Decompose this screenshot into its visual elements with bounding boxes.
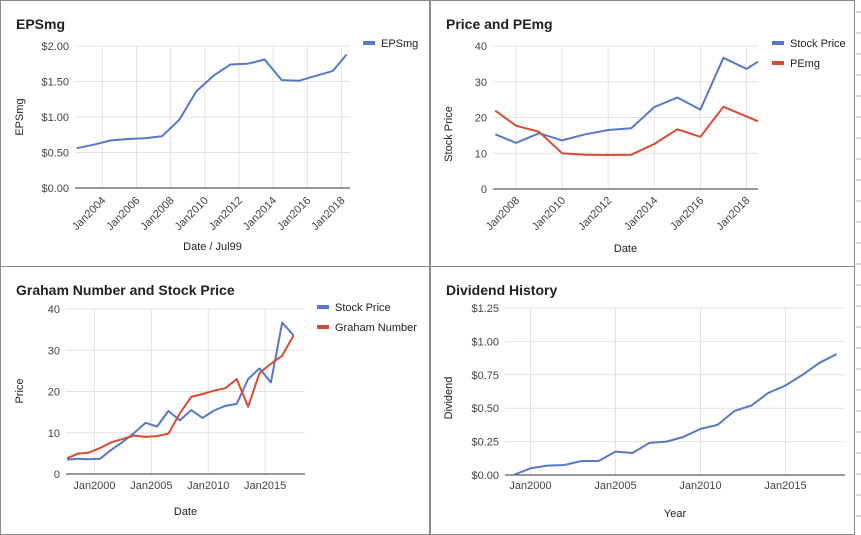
price-pemg-chart-panel: Price and PEmg 0 10 20 30 40 Jan2008 Jan2010 Jan…	[430, 0, 855, 267]
legend-entry: PEmg	[790, 58, 820, 70]
x-tick-label: Jan2016	[668, 195, 706, 233]
y-tick-label: 20	[475, 113, 487, 125]
x-tick-label: Jan2010	[173, 195, 211, 233]
y-tick-label: $0.00	[41, 183, 69, 195]
x-tick-label: Jan2010	[187, 480, 229, 492]
legend-entry: EPSmg	[381, 38, 418, 50]
y-tick-label: $0.75	[471, 370, 499, 382]
x-tick-label: Jan2000	[73, 480, 115, 492]
y-tick-label: $0.25	[471, 437, 499, 449]
x-axis-label: Date	[614, 243, 637, 255]
chart-title: Graham Number and Stock Price	[16, 282, 235, 298]
legend-swatch	[772, 41, 784, 45]
y-axis-label: Stock Price	[443, 106, 455, 162]
x-tick-label: Jan2008	[484, 195, 522, 233]
x-tick-label: Jan2006	[104, 195, 142, 233]
x-tick-label: Jan2004	[70, 195, 108, 233]
x-tick-label: Jan2015	[244, 480, 286, 492]
series-line-stock-price	[494, 56, 759, 144]
x-tick-label: Jan2008	[138, 195, 176, 233]
y-tick-label: $2.00	[41, 41, 69, 53]
legend-entry: Stock Price	[790, 38, 846, 50]
x-axis-label: Year	[664, 508, 687, 520]
dividend-history-chart-panel: Dividend History $0.00 $0.25 $0.50 $0.75 $1.0…	[430, 266, 855, 535]
y-tick-label: $1.50	[41, 77, 69, 89]
y-tick-label: 30	[48, 345, 60, 357]
y-tick-label: $1.25	[471, 303, 499, 315]
series-line-stock-price	[67, 321, 295, 461]
legend-swatch	[363, 41, 375, 45]
dividend-history-chart: Dividend History $0.00 $0.25 $0.50 $0.75 $1.0…	[443, 282, 845, 520]
graham-number-chart: Graham Number and Stock Price 0 10 20 30 40 Ja…	[14, 282, 417, 518]
x-tick-label: Jan2012	[207, 195, 245, 233]
legend-entry: Stock Price	[335, 302, 391, 314]
legend-entry: Graham Number	[335, 322, 417, 334]
y-tick-label: 40	[48, 304, 60, 316]
y-tick-label: $0.00	[471, 470, 499, 482]
chart-title: Price and PEmg	[446, 16, 553, 32]
x-tick-label: Jan2012	[576, 195, 614, 233]
x-tick-label: Jan2018	[714, 195, 752, 233]
y-tick-label: 30	[475, 77, 487, 89]
x-tick-label: Jan2005	[594, 480, 636, 492]
y-tick-label: $0.50	[471, 403, 499, 415]
y-tick-label: $1.00	[471, 336, 499, 348]
series-line-dividend	[513, 353, 837, 476]
y-tick-label: 20	[48, 387, 60, 399]
x-tick-label: Jan2010	[679, 480, 721, 492]
legend-swatch	[317, 305, 329, 309]
epsmg-chart: EPSmg$0.00$0.50$1.00$1.50$2.00Jan2004Jan…	[14, 16, 418, 253]
legend-swatch	[772, 61, 784, 65]
x-tick-label: Jan2018	[309, 195, 347, 233]
x-tick-label: Jan2000	[509, 480, 551, 492]
y-tick-label: $1.00	[41, 112, 69, 124]
x-axis-label: Date / Jul99	[183, 241, 242, 253]
y-tick-label: $0.50	[41, 148, 69, 160]
chart-title: Dividend History	[446, 282, 557, 298]
x-tick-label: Jan2016	[275, 195, 313, 233]
right-edge-ruler	[856, 11, 861, 517]
graham-number-chart-panel: Graham Number and Stock Price 0 10 20 30 40 Ja…	[0, 266, 430, 535]
x-tick-label: Jan2005	[130, 480, 172, 492]
x-axis-label: Date	[174, 506, 197, 518]
x-tick-label: Jan2014	[241, 195, 279, 233]
chart-title: EPSmg	[16, 16, 65, 32]
x-tick-label: Jan2010	[530, 195, 568, 233]
y-tick-label: 40	[475, 41, 487, 53]
series-line-graham-number	[66, 334, 295, 460]
legend-swatch	[317, 325, 329, 329]
y-axis-label: EPSmg	[14, 98, 26, 135]
y-axis-label: Price	[14, 378, 26, 403]
y-tick-label: 10	[48, 428, 60, 440]
x-tick-label: Jan2015	[764, 480, 806, 492]
y-tick-label: 10	[475, 148, 487, 160]
y-tick-label: 0	[54, 469, 60, 481]
y-axis-label: Dividend	[443, 377, 455, 420]
epsmg-chart-panel: EPSmg $0.00 $0.50 $1.00 $1.50 $2.00 Jan2004 Jan…	[0, 0, 430, 267]
y-tick-label: 0	[481, 184, 487, 196]
x-tick-label: Jan2014	[622, 195, 660, 233]
series-line-epsmg	[76, 53, 348, 150]
series-line-pemg	[494, 105, 759, 156]
